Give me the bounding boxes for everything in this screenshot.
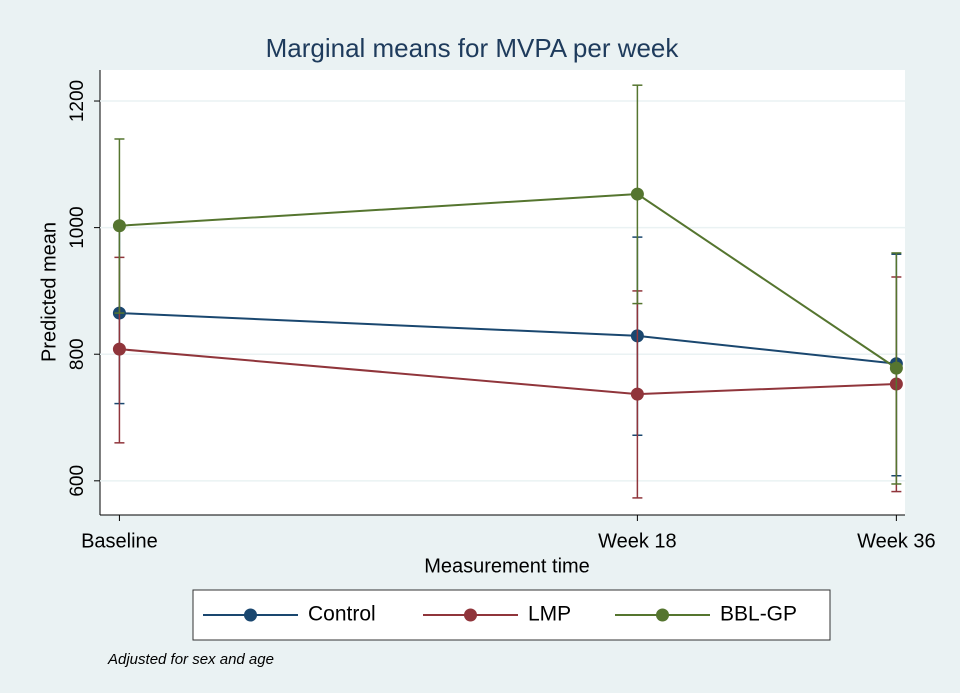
plot-area: [100, 70, 905, 515]
marker: [630, 187, 644, 201]
legend-marker: [656, 608, 669, 622]
x-tick-label: Baseline: [81, 530, 158, 552]
y-axis-label: Predicted mean: [38, 222, 60, 362]
legend-label: Control: [308, 603, 376, 626]
legend-label: LMP: [528, 603, 571, 626]
legend-marker: [244, 608, 257, 622]
marker: [630, 387, 644, 401]
marker: [889, 361, 903, 375]
marker: [112, 219, 126, 233]
y-tick-label: 1200: [67, 80, 88, 122]
legend: [192, 589, 831, 641]
x-tick-label: Week 36: [857, 530, 936, 552]
x-tick-label: Week 18: [598, 530, 677, 552]
legend-marker: [464, 608, 477, 622]
y-tick-label: 1000: [67, 206, 88, 248]
chart-title: Marginal means for MVPA per week: [266, 33, 680, 63]
note: Adjusted for sex and age: [107, 651, 274, 668]
legend-label: BBL-GP: [720, 603, 797, 626]
y-tick-label: 800: [67, 338, 88, 370]
y-tick-label: 600: [67, 465, 88, 497]
x-axis-label: Measurement time: [424, 555, 590, 577]
marker: [112, 342, 126, 356]
